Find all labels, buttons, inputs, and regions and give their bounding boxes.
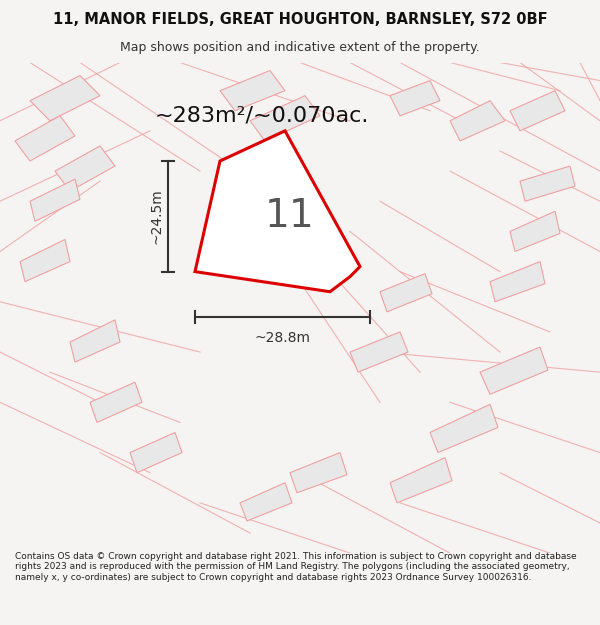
Text: 11, MANOR FIELDS, GREAT HOUGHTON, BARNSLEY, S72 0BF: 11, MANOR FIELDS, GREAT HOUGHTON, BARNSL… [53, 12, 547, 28]
Polygon shape [30, 76, 100, 121]
Polygon shape [55, 146, 115, 191]
Text: ~283m²/~0.070ac.: ~283m²/~0.070ac. [155, 106, 370, 126]
Polygon shape [220, 71, 285, 111]
Polygon shape [490, 262, 545, 302]
Polygon shape [520, 166, 575, 201]
Polygon shape [130, 432, 182, 472]
Text: Map shows position and indicative extent of the property.: Map shows position and indicative extent… [120, 41, 480, 54]
Polygon shape [15, 116, 75, 161]
Polygon shape [450, 101, 505, 141]
Polygon shape [20, 239, 70, 282]
Text: ~24.5m: ~24.5m [149, 189, 163, 244]
Text: Contains OS data © Crown copyright and database right 2021. This information is : Contains OS data © Crown copyright and d… [15, 552, 577, 582]
Polygon shape [195, 131, 360, 292]
Polygon shape [240, 482, 292, 521]
Text: 11: 11 [265, 198, 315, 236]
Polygon shape [510, 211, 560, 251]
Polygon shape [390, 81, 440, 116]
Polygon shape [510, 91, 565, 131]
Polygon shape [70, 320, 120, 362]
Text: ~28.8m: ~28.8m [254, 331, 311, 345]
Polygon shape [380, 274, 432, 312]
Polygon shape [30, 179, 80, 221]
Polygon shape [90, 382, 142, 423]
Polygon shape [290, 452, 347, 493]
Polygon shape [480, 347, 548, 394]
Polygon shape [250, 96, 320, 141]
Polygon shape [430, 404, 498, 452]
Polygon shape [390, 458, 452, 503]
Polygon shape [350, 332, 408, 372]
